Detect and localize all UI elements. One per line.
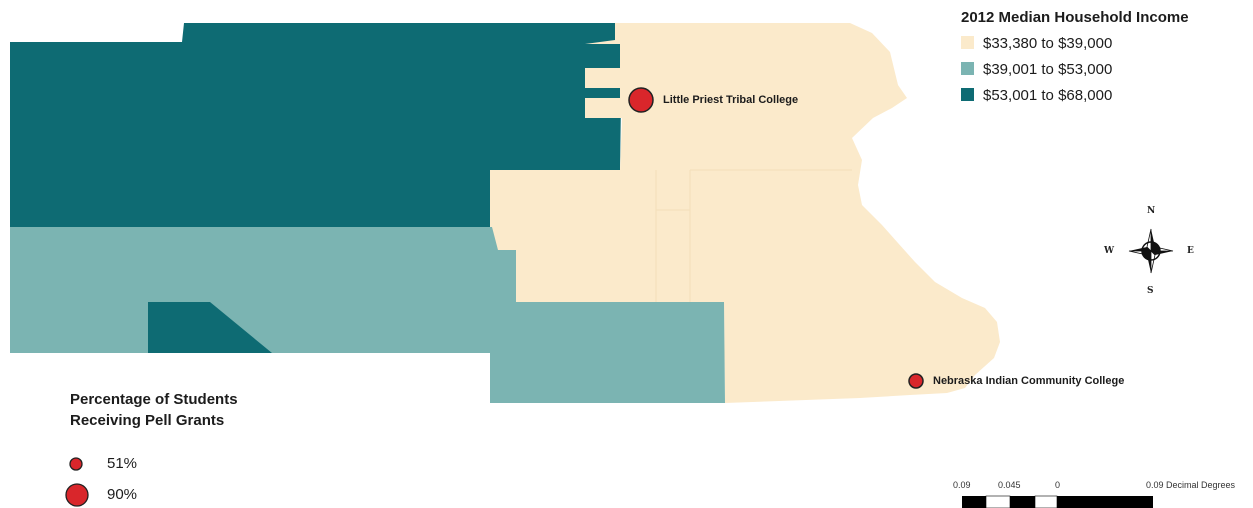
college-marker-nebraska-indian[interactable] — [908, 373, 924, 389]
pell-legend-marker-51 — [69, 457, 83, 471]
region-notch — [585, 44, 620, 98]
income-legend-label: $39,001 to $53,000 — [983, 61, 1113, 78]
county-lines — [655, 169, 852, 302]
swatch-low — [961, 36, 974, 49]
income-legend: 2012 Median Household Income $33,380 to … — [961, 9, 1189, 104]
college-label-little-priest: Little Priest Tribal College — [663, 94, 799, 106]
income-legend-title: 2012 Median Household Income — [961, 9, 1189, 26]
pell-legend-marker-90 — [65, 483, 89, 507]
college-marker-little-priest[interactable] — [628, 87, 654, 113]
scale-tick: 0.09 Decimal Degrees — [1146, 480, 1236, 490]
income-legend-item: $33,380 to $39,000 — [961, 35, 1189, 52]
region-high-income-south — [148, 302, 272, 353]
pell-legend-label-51: 51% — [107, 455, 138, 472]
compass-east-label: E — [1187, 246, 1194, 256]
scale-tick: 0.09 — [953, 480, 971, 490]
pell-legend-title-line1: Percentage of Students — [70, 391, 238, 408]
region-low-income-east — [490, 23, 1000, 403]
income-legend-item: $39,001 to $53,000 — [961, 61, 1189, 78]
compass-north-label: N — [1147, 206, 1156, 216]
pell-legend-title-line2: Receiving Pell Grants — [70, 412, 225, 429]
income-legend-item: $53,001 to $68,000 — [961, 87, 1189, 104]
income-legend-label: $33,380 to $39,000 — [983, 35, 1113, 52]
income-legend-label: $53,001 to $68,000 — [983, 87, 1113, 104]
scale-tick: 0 — [1055, 480, 1061, 490]
swatch-high — [961, 88, 974, 101]
scale-tick: 0.045 — [998, 480, 1021, 490]
pell-legend: Percentage of Students Receiving Pell Gr… — [70, 389, 238, 431]
region-mid-income-south — [10, 227, 725, 403]
pell-legend-label-90: 90% — [107, 486, 138, 503]
swatch-mid — [961, 62, 974, 75]
college-label-nebraska-indian: Nebraska Indian Community College — [933, 375, 1125, 387]
compass-west-label: W — [1104, 246, 1115, 256]
region-high-income-north — [10, 23, 622, 227]
scale-bar — [962, 495, 1153, 508]
compass-icon — [1128, 228, 1174, 274]
compass-south-label: S — [1147, 286, 1154, 296]
